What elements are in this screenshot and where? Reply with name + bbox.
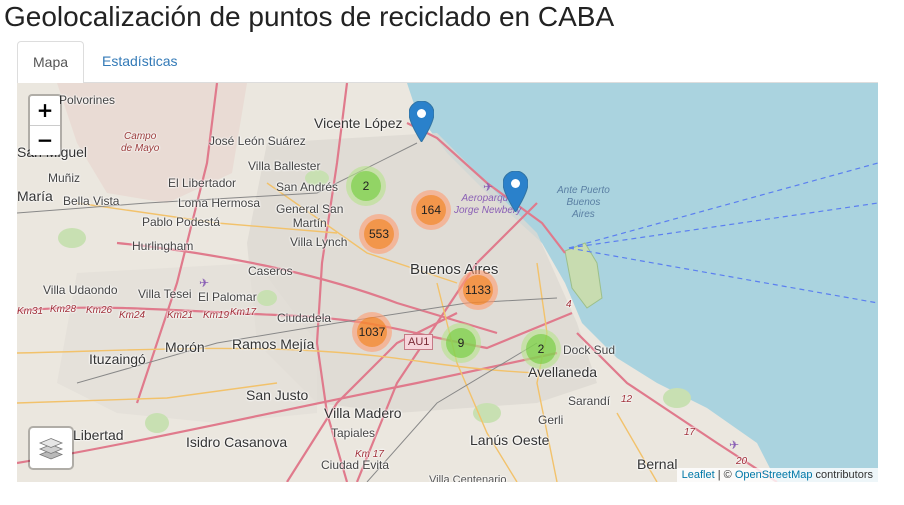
- place-label: Villa Lynch: [290, 235, 348, 249]
- tab-bar: Mapa Estadísticas: [17, 41, 878, 84]
- zoom-in-button[interactable]: +: [30, 96, 60, 126]
- place-label: Loma Hermosa: [178, 196, 261, 210]
- svg-text:✈: ✈: [483, 180, 493, 194]
- place-label: José León Suárez: [209, 134, 306, 148]
- place-label: Ituzaingó: [89, 351, 146, 367]
- place-label: Libertad: [73, 427, 124, 443]
- map-attribution: Leaflet | © OpenStreetMap contributors: [676, 468, 878, 482]
- marker-cluster[interactable]: 164: [411, 190, 451, 230]
- place-label: El Libertador: [168, 176, 237, 190]
- place-label: María: [17, 188, 53, 204]
- cluster-count: 164: [416, 195, 446, 225]
- leaflet-link[interactable]: Leaflet: [681, 469, 715, 481]
- cluster-count: 9: [446, 328, 476, 358]
- place-label: Villa Madero: [324, 405, 402, 421]
- place-label: Ante Puerto Buenos Aires: [557, 185, 610, 220]
- road-label: 12: [621, 394, 633, 405]
- marker-cluster[interactable]: 1037: [352, 312, 392, 352]
- place-label: Ciudadela: [277, 311, 332, 325]
- marker-cluster[interactable]: 553: [359, 214, 399, 254]
- cluster-count: 553: [364, 219, 394, 249]
- road-label: Km31: [17, 306, 44, 317]
- place-label: Ciudad Evita: [321, 458, 390, 472]
- place-label: Villa Udaondo: [43, 283, 118, 297]
- cluster-count: 2: [351, 171, 381, 201]
- road-label: Km17: [230, 307, 257, 318]
- layers-icon: [38, 438, 64, 460]
- zoom-out-button[interactable]: −: [36, 128, 54, 152]
- place-label: Lanús Oeste: [470, 432, 550, 448]
- place-label: Aeroparque Jorge Newbery: [454, 193, 522, 216]
- layers-control-button[interactable]: [28, 426, 74, 470]
- map-container[interactable]: ✈ ✈ ✈ Polvorines Vicente López Campo de …: [17, 83, 878, 482]
- place-label: Muñiz: [48, 171, 81, 185]
- map-pin-icon[interactable]: [503, 171, 528, 212]
- place-label: Pablo Podestá: [142, 215, 221, 229]
- road-label: Km 17: [355, 449, 384, 460]
- svg-text:✈: ✈: [199, 276, 209, 290]
- place-label: Bernal: [637, 456, 678, 472]
- road-label: Km24: [119, 310, 146, 321]
- road-label: Km28: [50, 304, 77, 315]
- svg-text:✈: ✈: [729, 438, 739, 452]
- place-label: Dock Sud: [563, 343, 616, 357]
- place-label: San Justo: [246, 387, 309, 403]
- cluster-count: 2: [526, 334, 556, 364]
- marker-cluster[interactable]: 1133: [458, 270, 498, 310]
- attribution-suffix: contributors: [812, 469, 873, 481]
- place-label: Villa Ballester: [248, 159, 321, 173]
- cluster-count: 1133: [463, 275, 493, 305]
- tab-estadisticas[interactable]: Estadísticas: [102, 53, 178, 69]
- place-label: Hurlingham: [132, 239, 194, 253]
- tab-mapa[interactable]: Mapa: [17, 41, 85, 84]
- place-label: Ramos Mejía: [232, 336, 315, 352]
- place-label: Tapiales: [331, 426, 376, 440]
- map-pin-icon[interactable]: [409, 101, 434, 142]
- place-label: General San Martín: [276, 202, 344, 230]
- place-label: Caseros: [248, 264, 293, 278]
- road-label: Km19: [203, 310, 230, 321]
- road-label: Km26: [86, 305, 113, 316]
- place-label: Sarandí: [568, 394, 611, 408]
- place-label: Bella Vista: [63, 194, 120, 208]
- place-label: San Andrés: [276, 180, 339, 194]
- road-label: 17: [684, 427, 696, 438]
- place-label: Villa Tesei: [138, 287, 192, 301]
- place-label: El Palomar: [198, 290, 257, 304]
- road-shield: AU1: [404, 334, 434, 350]
- place-label: Morón: [165, 339, 205, 355]
- marker-cluster[interactable]: 2: [521, 329, 561, 369]
- road-label: 4: [566, 299, 572, 310]
- place-label: Villa Centenario: [429, 474, 507, 482]
- place-label: Gerli: [538, 413, 564, 427]
- road-label: Km21: [167, 310, 194, 321]
- place-label: Isidro Casanova: [186, 434, 288, 450]
- openstreetmap-link[interactable]: OpenStreetMap: [734, 469, 813, 481]
- marker-cluster[interactable]: 9: [441, 323, 481, 363]
- zoom-control: + −: [28, 94, 62, 157]
- cluster-count: 1037: [357, 317, 387, 347]
- road-label: 20: [736, 456, 748, 467]
- place-label: Campo de Mayo: [121, 131, 160, 154]
- place-label: Polvorines: [59, 93, 116, 107]
- marker-cluster[interactable]: 2: [346, 166, 386, 206]
- place-label: Vicente López: [314, 115, 403, 131]
- attribution-separator: | ©: [714, 469, 735, 481]
- page-title: Geolocalización de puntos de reciclado e…: [4, 1, 615, 32]
